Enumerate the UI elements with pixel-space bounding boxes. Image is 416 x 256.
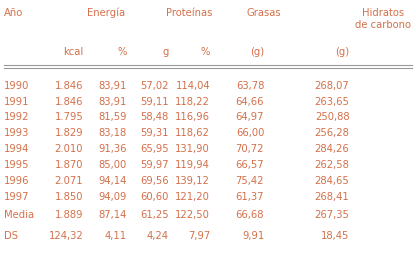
- Text: 94,14: 94,14: [99, 176, 127, 186]
- Text: 268,07: 268,07: [314, 81, 349, 91]
- Text: 58,48: 58,48: [140, 112, 168, 122]
- Text: 66,68: 66,68: [235, 210, 264, 220]
- Text: 118,62: 118,62: [175, 128, 210, 138]
- Text: 70,72: 70,72: [235, 144, 264, 154]
- Text: 1.795: 1.795: [54, 112, 83, 122]
- Text: 1992: 1992: [4, 112, 30, 122]
- Text: %: %: [201, 47, 210, 57]
- Text: 1991: 1991: [4, 97, 30, 106]
- Text: Proteínas: Proteínas: [166, 8, 213, 18]
- Text: 64,66: 64,66: [235, 97, 264, 106]
- Text: 91,36: 91,36: [98, 144, 127, 154]
- Text: 118,22: 118,22: [175, 97, 210, 106]
- Text: 69,56: 69,56: [140, 176, 168, 186]
- Text: 250,88: 250,88: [315, 112, 349, 122]
- Text: 9,91: 9,91: [242, 231, 264, 241]
- Text: %: %: [117, 47, 127, 57]
- Text: 1.870: 1.870: [54, 160, 83, 170]
- Text: 268,41: 268,41: [314, 192, 349, 202]
- Text: 1996: 1996: [4, 176, 30, 186]
- Text: 121,20: 121,20: [175, 192, 210, 202]
- Text: 284,26: 284,26: [314, 144, 349, 154]
- Text: (g): (g): [335, 47, 349, 57]
- Text: 131,90: 131,90: [175, 144, 210, 154]
- Text: 139,12: 139,12: [175, 176, 210, 186]
- Text: 1.889: 1.889: [54, 210, 83, 220]
- Text: 262,58: 262,58: [314, 160, 349, 170]
- Text: 94,09: 94,09: [99, 192, 127, 202]
- Text: Media: Media: [4, 210, 34, 220]
- Text: 59,11: 59,11: [140, 97, 168, 106]
- Text: kcal: kcal: [63, 47, 83, 57]
- Text: 124,32: 124,32: [48, 231, 83, 241]
- Text: DS: DS: [4, 231, 18, 241]
- Text: g: g: [162, 47, 168, 57]
- Text: 57,02: 57,02: [140, 81, 168, 91]
- Text: 65,95: 65,95: [140, 144, 168, 154]
- Text: Hidratos
de carbono: Hidratos de carbono: [355, 8, 411, 30]
- Text: (g): (g): [250, 47, 264, 57]
- Text: 64,97: 64,97: [235, 112, 264, 122]
- Text: 66,00: 66,00: [236, 128, 264, 138]
- Text: 1.850: 1.850: [54, 192, 83, 202]
- Text: 256,28: 256,28: [314, 128, 349, 138]
- Text: 60,60: 60,60: [140, 192, 168, 202]
- Text: 61,25: 61,25: [140, 210, 168, 220]
- Text: Energía: Energía: [87, 8, 125, 18]
- Text: 81,59: 81,59: [98, 112, 127, 122]
- Text: 1.829: 1.829: [54, 128, 83, 138]
- Text: 284,65: 284,65: [314, 176, 349, 186]
- Text: 116,96: 116,96: [175, 112, 210, 122]
- Text: 267,35: 267,35: [314, 210, 349, 220]
- Text: 75,42: 75,42: [235, 176, 264, 186]
- Text: 63,78: 63,78: [236, 81, 264, 91]
- Text: 114,04: 114,04: [176, 81, 210, 91]
- Text: 1993: 1993: [4, 128, 30, 138]
- Text: 122,50: 122,50: [175, 210, 210, 220]
- Text: 83,91: 83,91: [99, 81, 127, 91]
- Text: 1995: 1995: [4, 160, 30, 170]
- Text: 59,97: 59,97: [140, 160, 168, 170]
- Text: 1994: 1994: [4, 144, 30, 154]
- Text: 119,94: 119,94: [175, 160, 210, 170]
- Text: Grasas: Grasas: [247, 8, 282, 18]
- Text: 1.846: 1.846: [54, 97, 83, 106]
- Text: 4,24: 4,24: [146, 231, 168, 241]
- Text: 83,18: 83,18: [99, 128, 127, 138]
- Text: 263,65: 263,65: [314, 97, 349, 106]
- Text: 1.846: 1.846: [54, 81, 83, 91]
- Text: 4,11: 4,11: [105, 231, 127, 241]
- Text: Año: Año: [4, 8, 23, 18]
- Text: 1990: 1990: [4, 81, 30, 91]
- Text: 1997: 1997: [4, 192, 30, 202]
- Text: 59,31: 59,31: [140, 128, 168, 138]
- Text: 2.010: 2.010: [54, 144, 83, 154]
- Text: 2.071: 2.071: [54, 176, 83, 186]
- Text: 83,91: 83,91: [99, 97, 127, 106]
- Text: 18,45: 18,45: [321, 231, 349, 241]
- Text: 7,97: 7,97: [188, 231, 210, 241]
- Text: 87,14: 87,14: [99, 210, 127, 220]
- Text: 66,57: 66,57: [235, 160, 264, 170]
- Text: 61,37: 61,37: [235, 192, 264, 202]
- Text: 85,00: 85,00: [99, 160, 127, 170]
